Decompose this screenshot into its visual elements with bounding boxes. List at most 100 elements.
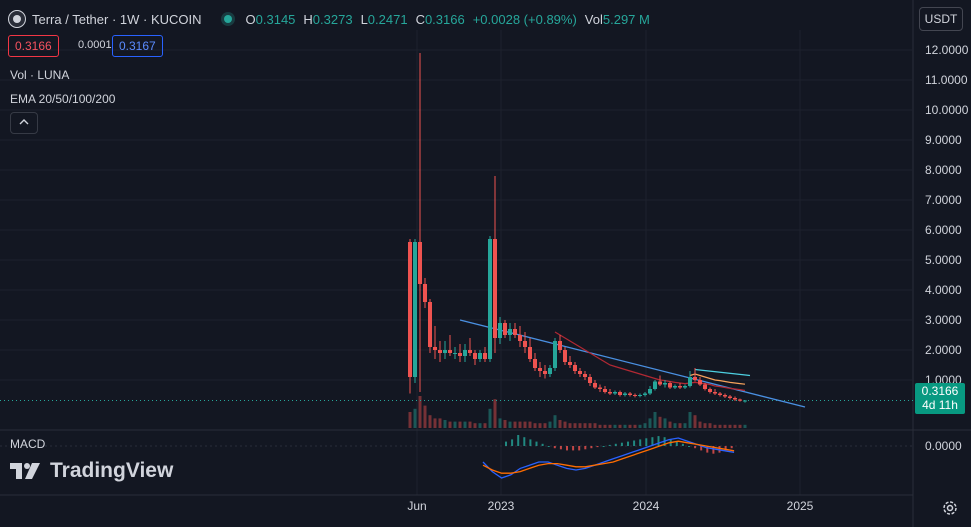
candle-body — [713, 392, 717, 394]
macd-histogram-bar — [523, 437, 526, 446]
candle-body — [573, 365, 577, 371]
volume-bar — [543, 423, 547, 428]
candle-body — [638, 395, 642, 396]
volume-bar — [433, 418, 437, 428]
volume-bar — [513, 421, 517, 428]
volume-bar — [733, 424, 737, 428]
volume-bar — [483, 423, 487, 428]
volume-bar — [458, 421, 462, 428]
macd-histogram-bar — [675, 441, 678, 446]
candle-body — [678, 386, 682, 388]
close-value: 0.3166 — [424, 11, 465, 27]
candle-body — [653, 381, 657, 389]
volume-bar — [728, 424, 732, 428]
candle-body — [458, 353, 462, 356]
macd-tick-label: 0.0000 — [925, 439, 962, 453]
open-label: O — [245, 11, 256, 27]
candle-body — [423, 284, 427, 302]
volume-bar — [588, 423, 592, 428]
volume-bar — [688, 412, 692, 428]
volume-bar — [713, 424, 717, 428]
settings-gear-icon[interactable] — [941, 499, 959, 517]
sell-price-button[interactable]: 0.3166 — [8, 35, 59, 57]
volume-bar — [608, 424, 612, 428]
y-tick-label: 5.0000 — [925, 253, 962, 267]
macd-histogram-bar — [633, 440, 636, 446]
volume-indicator-label[interactable]: Vol · LUNA — [10, 68, 70, 82]
high-label: H — [303, 11, 313, 27]
macd-histogram-bar — [578, 446, 581, 451]
tradingview-mark-icon — [10, 463, 40, 479]
candle-body — [618, 392, 622, 395]
candle-body — [463, 350, 467, 356]
macd-histogram-bar — [724, 446, 727, 451]
x-tick-label: 2023 — [488, 499, 515, 513]
macd-signal-line — [482, 440, 735, 474]
macd-histogram-bar — [553, 446, 556, 449]
candle-body — [523, 341, 527, 347]
volume-bar — [718, 424, 722, 428]
volume-bar — [503, 420, 507, 428]
volume-bar — [673, 423, 677, 428]
volume-bar — [643, 423, 647, 428]
macd-indicator-label[interactable]: MACD — [10, 437, 46, 451]
candle-body — [583, 374, 587, 377]
change-value: +0.0028 (+0.89%) — [472, 11, 577, 27]
volume-bar — [743, 424, 747, 428]
volume-bar — [473, 423, 477, 428]
macd-histogram-bar — [645, 438, 648, 446]
volume-bar — [723, 424, 727, 428]
candle-body — [648, 389, 652, 394]
candle-body — [703, 384, 707, 389]
volume-bar — [443, 420, 447, 428]
candle-body — [633, 395, 637, 396]
buy-price-button[interactable]: 0.3167 — [112, 35, 163, 57]
collapse-indicators-button[interactable] — [10, 112, 38, 134]
volume-bar — [548, 421, 552, 428]
macd-histogram-bar — [572, 446, 575, 451]
macd-histogram-bar — [590, 446, 593, 449]
y-tick-label: 3.0000 — [925, 313, 962, 327]
symbol-title[interactable]: Terra / Tether · 1W · KUCOIN — [32, 11, 202, 27]
macd-histogram-bar — [681, 443, 684, 446]
candle-body — [668, 383, 672, 388]
candle-body — [628, 393, 632, 395]
candle-body — [683, 386, 687, 388]
candle-body — [428, 302, 432, 347]
low-value: 0.2471 — [367, 11, 408, 27]
volume-bar — [658, 416, 662, 428]
x-tick-label: 2025 — [787, 499, 814, 513]
volume-bar — [568, 423, 572, 428]
volume-bar — [573, 423, 577, 428]
volume-bar — [698, 421, 702, 428]
macd-histogram-bar — [688, 446, 690, 447]
volume-bar — [613, 424, 617, 428]
y-tick-label: 11.0000 — [925, 73, 968, 87]
volume-bar — [678, 423, 682, 428]
candle-body — [598, 387, 602, 389]
tradingview-logo[interactable]: TradingView — [10, 459, 173, 483]
volume-bar — [633, 424, 637, 428]
volume-bar — [538, 423, 542, 428]
y-tick-label: 8.0000 — [925, 163, 962, 177]
macd-histogram-bar — [584, 446, 587, 450]
macd-histogram-bar — [535, 441, 538, 446]
macd-histogram-bar — [712, 446, 715, 454]
candle-body — [513, 329, 517, 335]
volume-bar — [453, 421, 457, 428]
close-label: C — [415, 11, 425, 27]
candle-body — [483, 353, 487, 359]
candle-body — [478, 353, 482, 359]
candle-body — [623, 393, 627, 395]
currency-selector[interactable]: USDT — [919, 7, 963, 31]
volume-bar — [533, 423, 537, 428]
chevron-up-icon — [19, 119, 29, 125]
macd-histogram-bar — [706, 446, 709, 453]
ema-indicator-label[interactable]: EMA 20/50/100/200 — [10, 92, 116, 106]
macd-histogram-bar — [596, 446, 599, 448]
candle-body — [408, 242, 412, 377]
candle-body — [553, 341, 557, 368]
volume-bar — [508, 421, 512, 428]
volume-bar — [523, 421, 527, 428]
